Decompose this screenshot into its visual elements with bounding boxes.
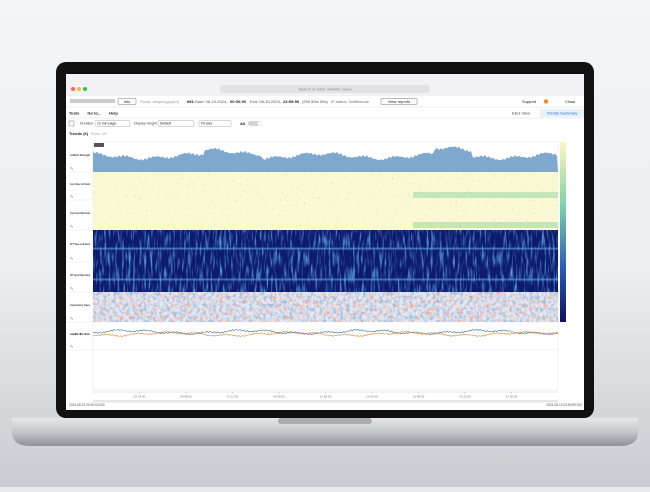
duration-value: 12 min page	[97, 122, 116, 126]
view-reports-label: View reports	[388, 99, 410, 104]
aeeg-trace-blue	[92, 328, 559, 336]
row-settings: ✎	[70, 166, 73, 171]
window-zoom[interactable]	[83, 87, 87, 91]
row-settings: ✎	[70, 316, 73, 321]
start-time: 00:00:00	[230, 99, 247, 104]
time-label: 12:00:00	[320, 394, 332, 398]
spectrogram-band	[413, 192, 558, 198]
study: Study: seayung(open)	[140, 99, 180, 104]
tab-label: Trends Summary	[547, 110, 578, 115]
user-avatar[interactable]	[543, 99, 549, 104]
row-label: FFT Spec Right Hemi	[70, 273, 90, 277]
time-label: 14:24:00	[366, 394, 378, 398]
trends-rows: Rows: 2/6	[91, 132, 107, 136]
time-label: 16:48:00	[413, 394, 425, 398]
tab-trends[interactable]	[540, 109, 584, 117]
menu-item[interactable]: Tools	[69, 110, 80, 115]
tab-label: EEG View	[512, 110, 530, 115]
time-label: 04:48:00	[180, 394, 192, 398]
scrollbar[interactable]	[93, 400, 558, 403]
tab-eeg[interactable]	[505, 109, 537, 117]
footer-start: 2024-08-19 00:00:00.000	[69, 403, 105, 407]
time-label: 19:12:00	[459, 394, 471, 398]
artifact-area	[93, 146, 558, 172]
info-label: Info	[124, 99, 131, 104]
row-settings: ✎	[70, 286, 73, 291]
row-label: aEEG	[70, 332, 92, 336]
row-settings: ✎	[70, 194, 73, 199]
duration: (23h 59m 59s)	[302, 99, 328, 104]
start: Start: 08-19-2024,	[195, 99, 227, 104]
checkbox[interactable]	[68, 120, 75, 127]
cursor-marker	[94, 143, 104, 147]
row-label: Asym Spec Right Hemi	[70, 211, 90, 215]
spectrogram-band	[93, 278, 558, 281]
height-value: Default	[160, 122, 171, 126]
laptop-notch-base	[278, 418, 372, 424]
laptop-base	[12, 418, 638, 446]
row-label: Artifact Strength	[70, 153, 90, 157]
info-button[interactable]	[117, 98, 137, 105]
redacted-name	[70, 99, 115, 103]
window-minimize[interactable]	[77, 87, 81, 91]
row-settings: ✎	[70, 256, 73, 261]
menu-bar: Tools Go to... Help	[69, 110, 118, 115]
duration-select[interactable]	[94, 120, 131, 127]
spectrogram-noise	[93, 230, 558, 262]
trends-title: Trends (6)	[69, 131, 89, 136]
end-time: 23:59:59	[283, 99, 300, 104]
spectrogram-noise	[93, 262, 558, 292]
fit-value: Fit axis	[201, 122, 212, 126]
asym-blue	[93, 292, 558, 322]
time-label: 02:24:00	[134, 394, 146, 398]
color-bar	[560, 142, 566, 322]
time-label: 07:12:00	[227, 394, 239, 398]
fit-select[interactable]	[198, 120, 232, 127]
footer-end: 2024-08-19 23:59:59.000	[546, 403, 582, 407]
menu-item[interactable]: Go to...	[87, 110, 101, 115]
time-label: 09:36:00	[273, 394, 285, 398]
address-placeholder: Search or enter website name	[298, 87, 352, 92]
row-label: Asymmetry Spec	[70, 303, 90, 307]
duration-label: Duration	[80, 122, 93, 126]
spectrogram-band	[413, 222, 558, 228]
toggle-knob	[257, 121, 262, 126]
spectrogram-band	[93, 247, 558, 250]
im1: IM1:	[187, 99, 195, 104]
address-bar[interactable]	[220, 85, 430, 93]
row-settings: ✎	[70, 344, 73, 349]
aeeg-trace-orange	[92, 330, 559, 338]
height-select[interactable]	[157, 120, 195, 127]
menu-item[interactable]: Help	[109, 110, 118, 115]
row-label: Asym Spec Left Hemi	[70, 182, 90, 186]
camera-notch	[298, 62, 352, 74]
row-settings: ✎	[70, 224, 73, 229]
time-label: 21:36:00	[506, 394, 518, 398]
close[interactable]: Close	[565, 99, 576, 104]
support[interactable]: Support	[522, 99, 537, 104]
view-reports-button[interactable]	[380, 98, 418, 105]
trend-rows: Artifact Strength ✎ Asym Spec Left Hemi ✎ As…	[66, 141, 559, 391]
all-label: All	[240, 121, 245, 126]
height-label: Display Height	[134, 122, 157, 126]
row-label: FFT Spec Left Hemi	[70, 242, 90, 246]
time-ticks: 02:24:00 04:48:00 07:12:00 09:36:00 12:00:00…	[134, 392, 518, 398]
ip-status: IP status: Notifiemate	[331, 99, 370, 104]
window-close[interactable]	[71, 87, 75, 91]
end: End: 08-19-2024,	[250, 99, 281, 104]
